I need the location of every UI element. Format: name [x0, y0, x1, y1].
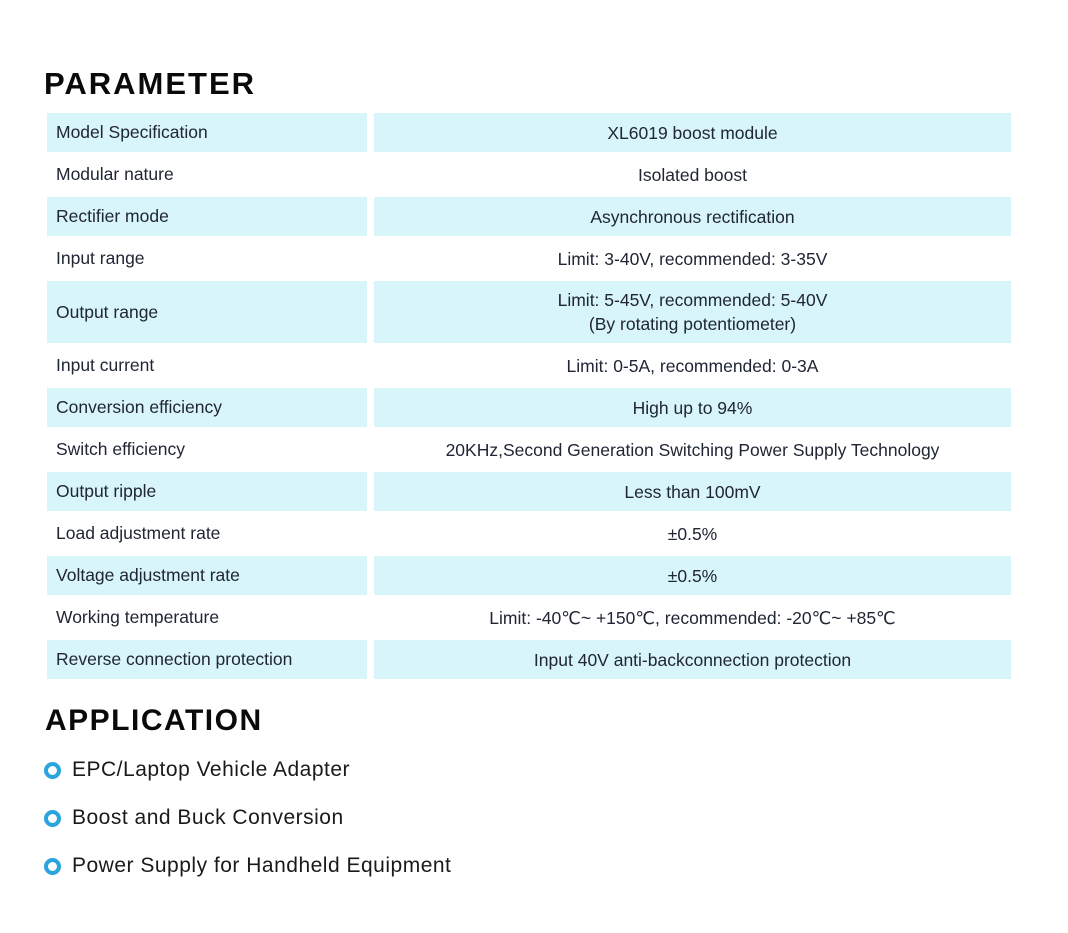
spec-label: Working temperature	[56, 607, 220, 627]
spec-value: Less than 100mV	[374, 472, 1011, 511]
table-row: Working temperature Limit: -40℃~ +150℃, …	[47, 598, 1011, 637]
table-row: Output ripple Less than 100mV	[47, 472, 1011, 511]
spec-value-line1: Limit: 0-5A, recommended: 0-3A	[566, 355, 819, 376]
spec-label: Output range	[47, 281, 367, 343]
table-row: Input current Limit: 0-5A, recommended: …	[47, 346, 1011, 385]
spec-value: ±0.5%	[374, 556, 1011, 595]
spec-label: Conversion efficiency	[47, 388, 367, 427]
spec-value: Isolated boost	[374, 155, 1011, 194]
spec-value: 20KHz,Second Generation Switching Power …	[374, 430, 1011, 469]
spec-value-line1: Less than 100mV	[624, 481, 761, 502]
bullet-circle-icon	[44, 857, 61, 875]
spec-label: Modular nature	[56, 164, 174, 184]
spec-value-line1: Input 40V anti-backconnection protection	[533, 649, 852, 670]
application-list-item: Boost and Buck Conversion	[44, 803, 451, 833]
spec-value-line1: ±0.5%	[667, 523, 718, 544]
spec-value-line1: High up to 94%	[632, 397, 753, 418]
table-row: Model Specification XL6019 boost module	[47, 113, 1011, 152]
spec-value-line1: Asynchronous rectification	[590, 206, 795, 227]
spec-label: Load adjustment rate	[56, 523, 221, 543]
spec-value: Limit: 0-5A, recommended: 0-3A	[374, 346, 1011, 385]
table-row: Reverse connection protection Input 40V …	[47, 640, 1011, 679]
spec-label: Input range	[56, 248, 145, 268]
application-list-item: EPC/Laptop Vehicle Adapter	[44, 755, 451, 785]
specification-table: Model Specification XL6019 boost module …	[47, 113, 1011, 682]
spec-value-line2: (By rotating potentiometer)	[588, 314, 797, 334]
spec-label: Voltage adjustment rate	[47, 556, 367, 595]
application-section-title: APPLICATION	[45, 704, 263, 737]
spec-value: Limit: 5-45V, recommended: 5-40V (By rot…	[374, 281, 1011, 343]
table-row: Output range Limit: 5-45V, recommended: …	[47, 281, 1011, 343]
application-list-item: Power Supply for Handheld Equipment	[44, 851, 451, 881]
spec-value-line1: XL6019 boost module	[607, 122, 778, 143]
spec-value: High up to 94%	[374, 388, 1011, 427]
bullet-circle-icon	[44, 761, 61, 779]
application-item-label: Boost and Buck Conversion	[72, 806, 344, 829]
table-row: Rectifier mode Asynchronous rectificatio…	[47, 197, 1011, 236]
spec-value-line1: Limit: 3-40V, recommended: 3-35V	[557, 248, 828, 269]
spec-label: Model Specification	[47, 113, 367, 152]
table-row: Voltage adjustment rate ±0.5%	[47, 556, 1011, 595]
spec-label: Reverse connection protection	[47, 640, 367, 679]
spec-value-line1: Limit: 5-45V, recommended: 5-40V	[557, 290, 828, 310]
table-row: Input range Limit: 3-40V, recommended: 3…	[47, 239, 1011, 278]
spec-value: Input 40V anti-backconnection protection	[374, 640, 1011, 679]
spec-label: Output ripple	[47, 472, 367, 511]
spec-value-line1: Limit: -40℃~ +150℃, recommended: -20℃~ +…	[489, 607, 896, 628]
application-item-label: Power Supply for Handheld Equipment	[72, 854, 452, 877]
spec-value: Limit: -40℃~ +150℃, recommended: -20℃~ +…	[374, 598, 1011, 637]
table-row: Conversion efficiency High up to 94%	[47, 388, 1011, 427]
bullet-circle-icon	[44, 809, 61, 827]
spec-value-line1: Isolated boost	[638, 164, 747, 185]
application-item-label: EPC/Laptop Vehicle Adapter	[72, 758, 351, 781]
spec-label: Rectifier mode	[47, 197, 367, 236]
spec-value: Limit: 3-40V, recommended: 3-35V	[374, 239, 1011, 278]
table-row: Load adjustment rate ±0.5%	[47, 514, 1011, 553]
spec-value: XL6019 boost module	[374, 113, 1011, 152]
spec-label: Input current	[56, 355, 155, 375]
parameter-section-title: PARAMETER	[44, 66, 257, 101]
spec-value-line1: 20KHz,Second Generation Switching Power …	[445, 439, 940, 460]
spec-value-line1: ±0.5%	[667, 565, 718, 586]
application-list: EPC/Laptop Vehicle Adapter Boost and Buc…	[44, 755, 451, 899]
spec-value: ±0.5%	[374, 514, 1011, 553]
spec-label: Switch efficiency	[56, 439, 186, 459]
table-row: Modular nature Isolated boost	[47, 155, 1011, 194]
spec-value: Asynchronous rectification	[374, 197, 1011, 236]
table-row: Switch efficiency 20KHz,Second Generatio…	[47, 430, 1011, 469]
